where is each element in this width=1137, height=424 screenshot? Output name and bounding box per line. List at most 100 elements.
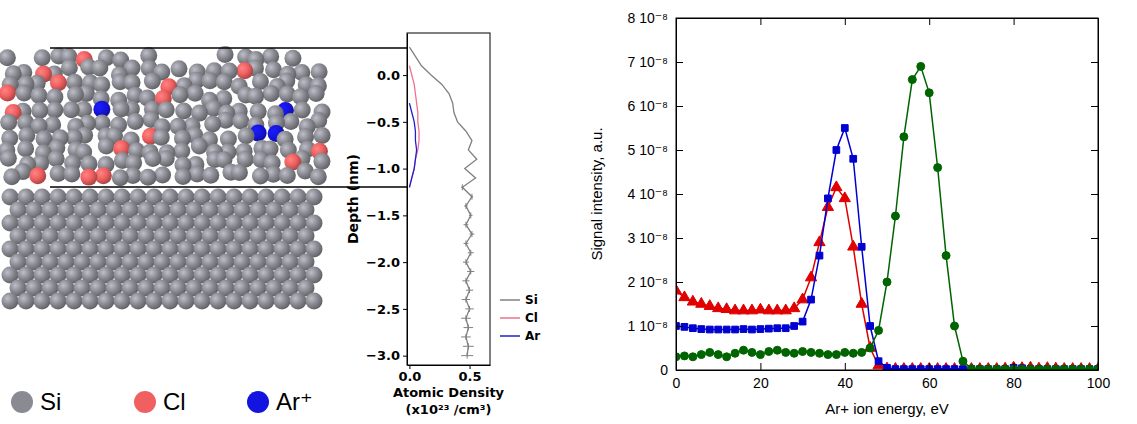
series-marker <box>765 325 772 332</box>
series-marker <box>704 300 715 310</box>
legend: SiClAr <box>500 293 540 343</box>
atom <box>98 138 115 155</box>
series-marker <box>1069 365 1077 370</box>
series-marker <box>731 349 739 357</box>
atom <box>238 127 255 144</box>
series-marker <box>841 125 848 132</box>
y-tick-label: 3 10⁻⁸ <box>627 230 668 246</box>
x-axis-title: Atomic Density(x10²³ /cm³) <box>393 385 505 417</box>
series-marker <box>690 325 697 332</box>
series-marker <box>698 326 705 333</box>
series-marker <box>1086 365 1094 370</box>
legend-swatch <box>247 391 269 413</box>
x-tick-label: 80 <box>1006 375 1022 391</box>
y-tick: 5 10⁻⁸ <box>627 142 683 158</box>
atom <box>0 114 17 131</box>
y-tick: 1 10⁻⁸ <box>627 318 683 334</box>
series-marker <box>867 323 874 330</box>
y-right-tick-mark <box>1091 106 1098 107</box>
x-tick-mark <box>1014 363 1015 370</box>
series-marker <box>715 326 722 333</box>
x-tick-mark <box>845 363 846 370</box>
series-marker <box>723 353 731 361</box>
atom <box>153 129 170 146</box>
atom <box>154 166 171 183</box>
error-bar-cap <box>465 315 466 321</box>
atom <box>67 86 84 103</box>
legend-label: Si <box>525 293 538 307</box>
x-tick-label: 60 <box>922 375 938 391</box>
y-tick-label: 5 10⁻⁸ <box>627 142 668 158</box>
atom <box>31 87 48 104</box>
error-bar-cap <box>465 297 466 303</box>
x-tick-mark <box>676 363 677 370</box>
plot-marks <box>409 47 476 359</box>
y-tick-label: 0.0 <box>377 68 400 83</box>
series-marker <box>808 296 815 303</box>
series-marker <box>993 365 1001 370</box>
legend-label: Ar⁺ <box>276 388 313 415</box>
atom <box>140 169 157 186</box>
series-marker <box>909 366 916 370</box>
y-right-tick <box>1091 238 1098 239</box>
atom <box>144 73 161 90</box>
atom <box>232 112 249 129</box>
atom <box>46 102 63 119</box>
series-marker <box>1075 363 1086 370</box>
y-tick: 3 10⁻⁸ <box>627 230 683 246</box>
series-marker <box>1018 365 1026 370</box>
series-marker <box>951 322 959 330</box>
series-marker <box>841 348 849 356</box>
y-tick-label: 1 10⁻⁸ <box>627 318 668 334</box>
error-bar-cap <box>468 325 469 331</box>
series-marker <box>991 363 1002 370</box>
series-marker <box>1052 365 1060 370</box>
series-marker <box>848 240 859 250</box>
atom <box>61 59 78 76</box>
atom <box>263 85 280 102</box>
series-marker <box>1078 366 1085 370</box>
atom <box>34 49 51 66</box>
atom <box>144 150 161 167</box>
error-bar-cap <box>471 231 472 237</box>
series-marker <box>696 297 707 307</box>
error-bar-cap <box>470 212 471 218</box>
atom <box>114 293 131 310</box>
series-marker <box>790 349 798 357</box>
series-marker <box>985 366 992 370</box>
series-marker <box>984 365 992 370</box>
y-tick-mark <box>403 169 407 170</box>
series-marker <box>1084 363 1095 370</box>
series-marker <box>789 302 800 312</box>
series-marker <box>839 192 850 202</box>
atom <box>66 293 83 310</box>
y-tick-mark <box>676 238 683 239</box>
y-tick: 7 10⁻⁸ <box>627 54 683 70</box>
y-tick-mark <box>676 106 683 107</box>
series-line <box>409 66 419 188</box>
series-marker <box>723 326 730 333</box>
atom <box>194 293 211 310</box>
legend-label: Cl <box>163 388 186 415</box>
atom <box>170 60 187 77</box>
y-tick-label: 2 10⁻⁸ <box>627 274 668 290</box>
atom <box>178 293 195 310</box>
atom <box>3 168 20 185</box>
atom <box>130 293 147 310</box>
atom <box>31 102 48 119</box>
series-marker <box>960 366 967 370</box>
error-bar-cap <box>470 268 471 274</box>
series-marker <box>782 325 789 332</box>
x-tick-label: 0 <box>673 375 681 391</box>
atom <box>191 137 208 154</box>
y-right-tick-mark <box>1091 326 1098 327</box>
x-axis-title: Ar+ ion energy, eV <box>825 400 949 417</box>
series-marker <box>976 365 984 370</box>
series-marker <box>884 364 891 370</box>
y-tick-label: 8 10⁻⁸ <box>627 10 668 26</box>
atom <box>282 113 299 130</box>
x-top-tick-mark <box>845 18 846 25</box>
y-axis-title: Depth (nm) <box>345 154 361 244</box>
y-tick: 8 10⁻⁸ <box>627 10 683 26</box>
y-tick: 2 10⁻⁸ <box>627 274 683 290</box>
